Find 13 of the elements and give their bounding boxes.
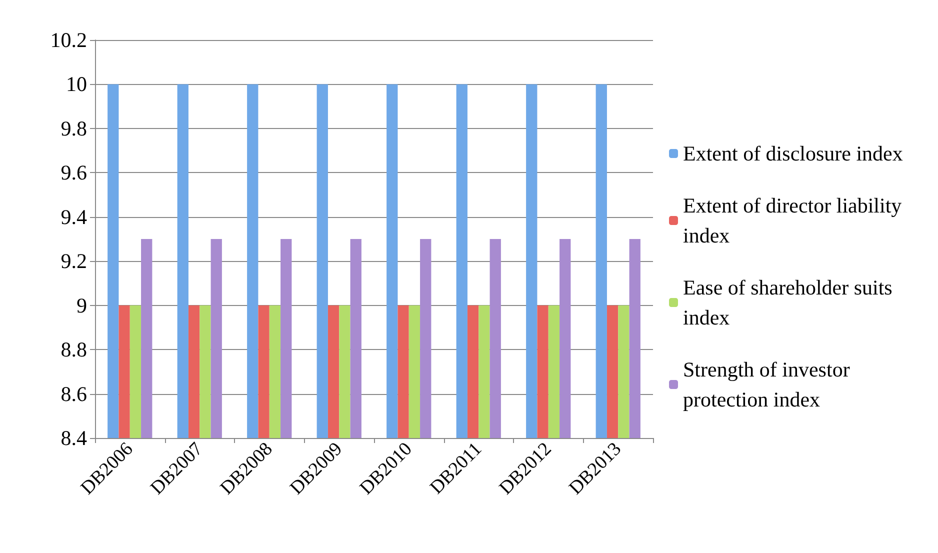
legend-label: Ease of shareholder suits index xyxy=(683,276,898,330)
y-tick-label: 9.6 xyxy=(60,160,87,185)
y-tick-label: 8.8 xyxy=(60,338,87,362)
y-tick-label: 10.2 xyxy=(50,28,87,52)
y-tick-label: 10 xyxy=(66,72,87,96)
legend-label: Extent of disclosure index xyxy=(683,142,904,166)
y-tick-label: 8.6 xyxy=(60,382,87,406)
legend-label: Strength of investor protection index xyxy=(683,358,856,412)
y-tick-label: 9.8 xyxy=(60,116,87,140)
legend-label: Extent of director liability index xyxy=(683,194,907,248)
y-tick-label: 9.2 xyxy=(60,249,87,274)
y-tick-label: 9.4 xyxy=(60,204,88,229)
y-tick-label: 9 xyxy=(76,293,87,318)
